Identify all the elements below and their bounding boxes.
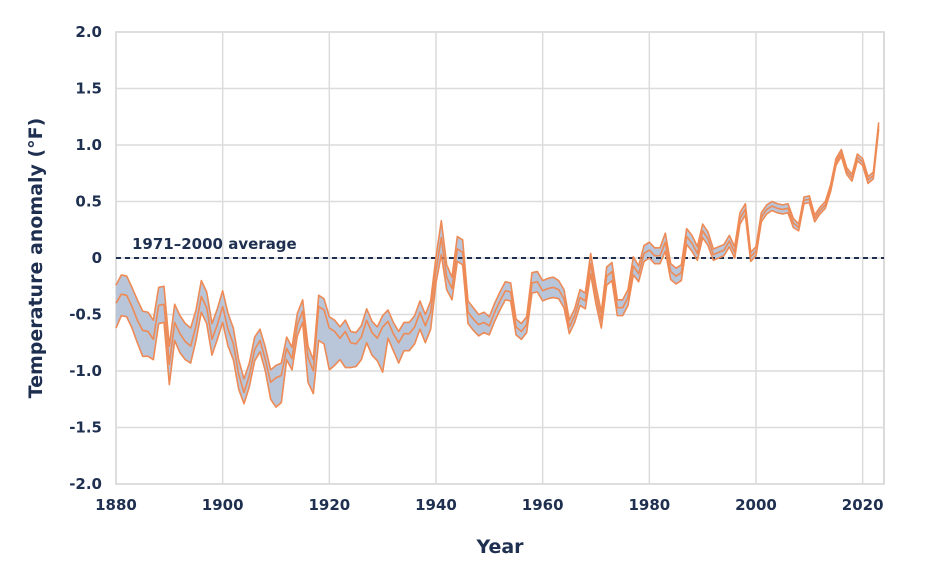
lower-bound-line: [115, 129, 880, 408]
x-tick-label: 1900: [202, 496, 244, 514]
y-tick-label: 2.0: [75, 23, 102, 41]
x-tick-label: 1960: [522, 496, 564, 514]
x-axis-ticks: 1880 1900 1920 1940 1960 1980 2000 2020: [95, 496, 883, 514]
y-tick-label: 1.5: [75, 80, 102, 98]
central-estimate-line: [115, 125, 880, 394]
y-tick-label: 0: [92, 249, 102, 267]
reference-line-group: 1971–2000 average: [116, 235, 884, 259]
x-tick-label: 2020: [842, 496, 884, 514]
y-tick-label: -0.5: [69, 306, 102, 324]
x-tick-label: 1920: [308, 496, 350, 514]
uncertainty-band: [116, 122, 879, 408]
uncertainty-band-area: [116, 122, 879, 408]
reference-line-label: 1971–2000 average: [132, 235, 297, 253]
x-tick-label: 1940: [415, 496, 457, 514]
y-axis-title: Temperature anomaly (°F): [25, 118, 47, 399]
y-tick-label: -2.0: [69, 475, 102, 493]
x-axis-title: Year: [475, 536, 524, 558]
y-axis-ticks: 2.0 1.5 1.0 0.5 0 -0.5 -1.0 -1.5 -2.0: [69, 23, 102, 493]
x-tick-label: 1880: [95, 496, 137, 514]
x-tick-label: 1980: [628, 496, 670, 514]
series-lines: [115, 122, 880, 408]
y-tick-label: 0.5: [75, 193, 102, 211]
y-tick-label: -1.5: [69, 419, 102, 437]
upper-bound-line: [115, 122, 880, 380]
y-tick-label: -1.0: [69, 362, 102, 380]
x-tick-label: 2000: [735, 496, 777, 514]
y-tick-label: 1.0: [75, 136, 102, 154]
